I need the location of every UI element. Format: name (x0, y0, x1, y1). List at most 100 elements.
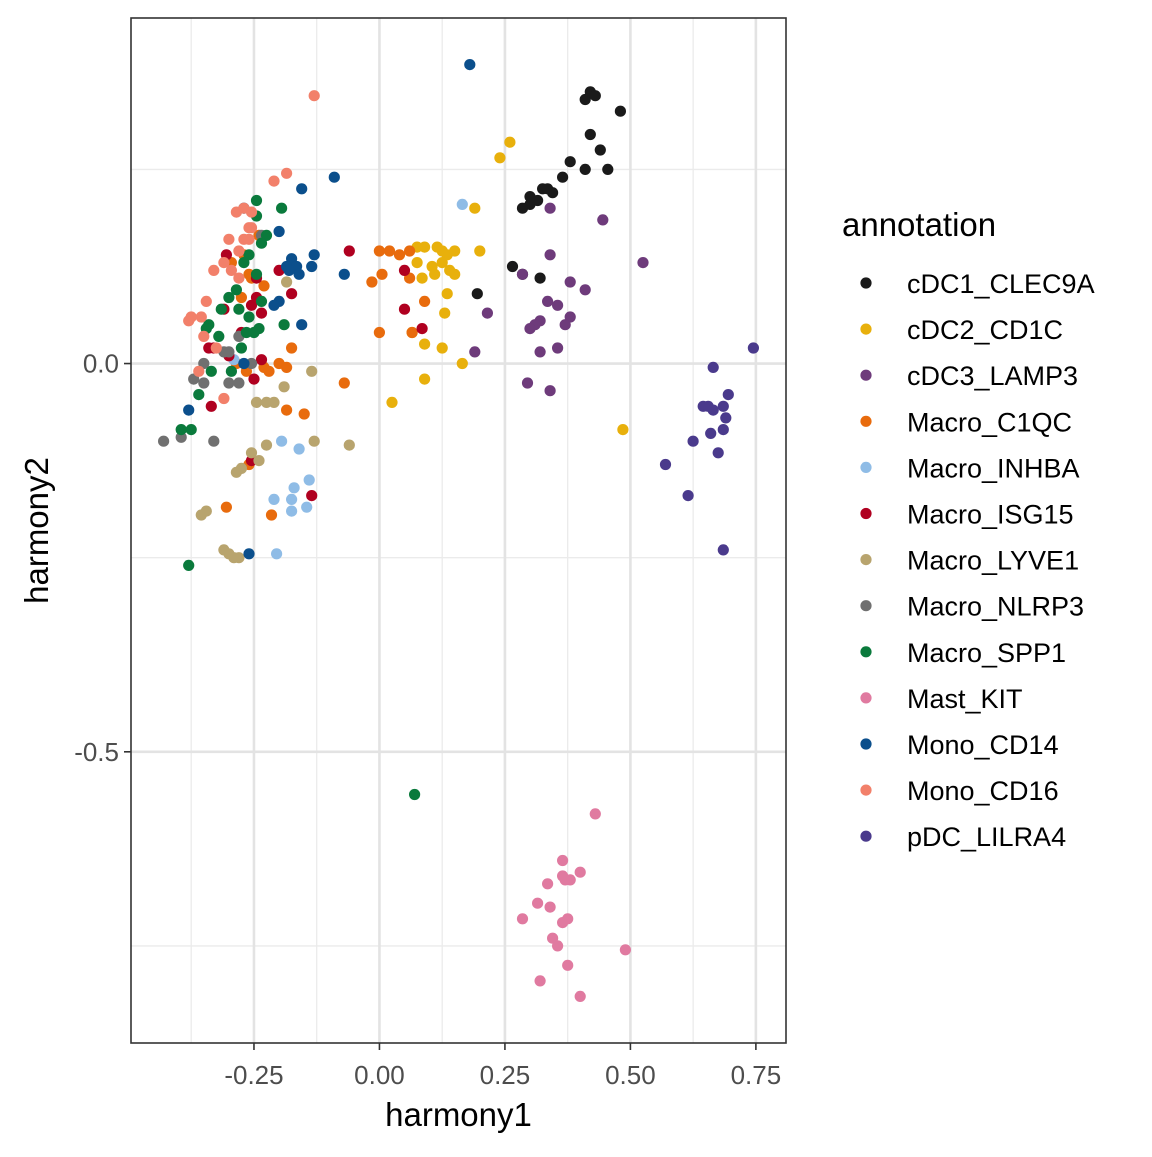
data-point (439, 307, 451, 319)
data-point (717, 424, 729, 436)
data-point (419, 373, 431, 385)
data-point (338, 268, 350, 280)
legend-label: Macro_NLRP3 (907, 592, 1084, 622)
data-point (183, 404, 195, 416)
data-point (659, 458, 672, 471)
data-point (200, 505, 212, 517)
data-point (281, 167, 293, 179)
data-point (383, 245, 396, 257)
data-point (552, 342, 564, 354)
data-point (306, 490, 318, 502)
data-point (562, 913, 574, 925)
data-point (416, 272, 428, 284)
data-point (542, 295, 554, 307)
data-point (281, 404, 293, 416)
data-point (373, 245, 385, 257)
data-point (557, 854, 569, 867)
data-point (559, 319, 571, 331)
data-point (682, 490, 694, 502)
data-point (637, 257, 649, 269)
data-point (579, 284, 591, 296)
data-point (534, 272, 546, 284)
data-point (564, 276, 576, 288)
data-point (504, 136, 516, 148)
data-point (238, 357, 250, 370)
data-point (195, 311, 207, 323)
legend-key (860, 415, 872, 427)
data-point (436, 257, 448, 269)
x-tick-label: 0.00 (354, 1060, 405, 1090)
data-point (524, 323, 536, 335)
data-point (193, 365, 205, 377)
legend-key (860, 461, 872, 473)
legend: annotation cDC1_CLEC9A cDC2_CD1C cDC3_LAMP… (842, 206, 1095, 852)
data-point (235, 342, 247, 354)
legend-label: Macro_LYVE1 (907, 546, 1079, 576)
data-point (386, 396, 398, 408)
legend-key (860, 692, 872, 704)
data-point (293, 268, 305, 280)
data-point (308, 435, 320, 447)
data-point (268, 396, 280, 408)
y-axis: 0.0 -0.5 (74, 349, 131, 767)
data-point (516, 268, 529, 280)
data-point (255, 354, 268, 366)
data-point (419, 338, 431, 350)
y-axis-title: harmony2 (18, 457, 55, 604)
legend-key (860, 507, 872, 520)
data-point (557, 171, 569, 183)
data-point (532, 194, 544, 207)
data-point (260, 439, 273, 451)
data-point (449, 268, 461, 280)
data-point (255, 295, 268, 307)
legend-label: Mono_CD14 (907, 730, 1059, 760)
panel-border (130, 17, 787, 1044)
data-point (286, 493, 298, 505)
data-point (409, 788, 421, 801)
data-point (286, 505, 298, 517)
data-point (230, 206, 242, 218)
data-point (258, 280, 270, 292)
data-point (534, 975, 546, 987)
data-point (584, 128, 596, 141)
x-axis: -0.25 0.00 0.25 0.50 0.75 (224, 1043, 781, 1090)
data-point (574, 990, 586, 1003)
legend-title: annotation (842, 206, 996, 243)
data-point (722, 389, 734, 401)
data-point (404, 245, 416, 257)
y-tick-label: 0.0 (83, 349, 119, 379)
data-point (276, 202, 288, 214)
data-point (288, 482, 300, 494)
data-point (245, 206, 258, 218)
legend-key (860, 323, 872, 335)
data-point (398, 264, 411, 276)
data-point (720, 412, 732, 424)
data-point (233, 377, 245, 389)
data-point (243, 311, 255, 323)
data-point (393, 249, 406, 261)
data-point (306, 260, 318, 273)
data-point (481, 307, 493, 319)
data-point (544, 249, 556, 261)
data-point (193, 389, 205, 401)
data-point (183, 559, 195, 572)
data-point (278, 381, 290, 393)
data-point (557, 870, 569, 882)
data-point (705, 427, 717, 439)
data-point (198, 330, 210, 342)
x-tick-label: 0.25 (480, 1060, 531, 1090)
data-point (223, 291, 235, 304)
data-point (248, 373, 260, 385)
data-point (552, 299, 564, 311)
data-point (225, 264, 237, 276)
data-point (717, 400, 729, 412)
legend-key (860, 738, 872, 750)
data-point (273, 225, 285, 238)
data-point (243, 233, 255, 245)
data-point (474, 245, 486, 257)
data-point (218, 392, 230, 405)
data-point (215, 303, 227, 315)
data-point (687, 435, 699, 447)
data-point (198, 377, 210, 389)
